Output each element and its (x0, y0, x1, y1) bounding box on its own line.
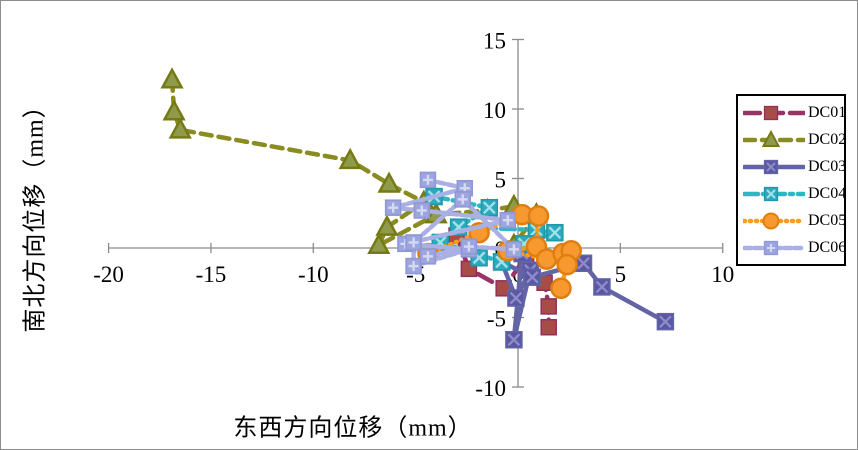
legend-sample-dc05 (743, 212, 805, 229)
series-marker-dc02 (338, 147, 362, 170)
y-tick-label: 5 (495, 168, 507, 193)
legend-label: DC06 (808, 238, 847, 256)
legend-sample-dc03 (743, 159, 805, 174)
series-marker-dc02 (375, 214, 399, 236)
legend-box: DC01 DC02 DC03 DC04 DC05 DC06 (736, 94, 846, 266)
marker-x-glyph (577, 256, 590, 270)
series-marker-dc01 (540, 318, 557, 336)
legend-label: DC01 (808, 103, 847, 121)
legend-label: DC05 (808, 211, 847, 229)
legend-item-dc04: DC04 (743, 183, 846, 205)
series-marker-dc02 (367, 232, 391, 254)
legend-item-dc06: DC06 (743, 237, 846, 259)
marker-x-glyph (509, 291, 523, 305)
marker-x-glyph (548, 226, 562, 240)
marker-x-glyph (525, 270, 539, 284)
marker-x-glyph (472, 251, 486, 265)
x-tick-label: -20 (93, 262, 124, 287)
x-axis-title: 东西方向位移（mm） (233, 415, 473, 442)
legend-label: DC02 (808, 130, 847, 148)
x-tick-label: 10 (711, 262, 734, 287)
series-marker-dc02 (168, 117, 192, 139)
x-tick-label: 5 (615, 262, 627, 287)
marker-x-glyph (659, 315, 672, 329)
x-tick-label: -15 (196, 262, 227, 287)
series-marker-dc02 (162, 99, 186, 121)
series-marker-dc01 (540, 298, 557, 315)
legend-marker-glyph (766, 188, 776, 199)
legend-sample-dc02 (743, 129, 805, 147)
marker-x-glyph (507, 333, 521, 347)
y-axis-title: 南北方向位移（mm） (22, 93, 49, 333)
y-tick-label: 10 (483, 98, 506, 123)
legend-item-dc05: DC05 (743, 210, 846, 232)
series-marker-dc05 (556, 253, 578, 276)
legend-item-dc01: DC01 (743, 102, 846, 124)
legend-marker (761, 129, 781, 147)
legend-sample-dc04 (743, 186, 805, 201)
legend-sample-dc01 (743, 105, 805, 120)
series-marker-dc05 (527, 205, 550, 227)
legend-sample-dc06 (743, 240, 805, 255)
marker-x-glyph (482, 201, 496, 215)
legend-label: DC03 (808, 157, 847, 175)
x-tick-label: -10 (298, 262, 329, 287)
legend-marker (763, 105, 779, 120)
legend-marker (762, 212, 780, 229)
legend-label: DC04 (808, 184, 847, 202)
legend-item-dc03: DC03 (743, 156, 846, 178)
legend-item-dc02: DC02 (743, 129, 846, 151)
series-marker-dc02 (377, 171, 401, 193)
y-tick-label: 15 (483, 29, 506, 54)
series-marker-dc05 (550, 277, 572, 300)
y-tick-label: -10 (475, 376, 506, 401)
series-marker-dc02 (160, 67, 184, 89)
y-tick-label: -5 (487, 307, 506, 332)
marker-x-glyph (595, 280, 609, 294)
legend-marker-glyph (766, 161, 776, 172)
